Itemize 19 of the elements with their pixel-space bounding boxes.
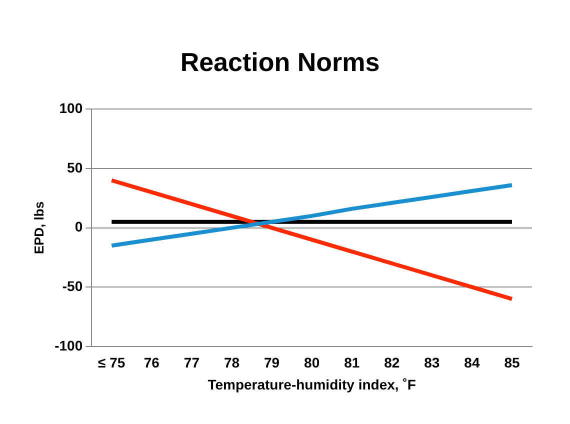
x-tick-label: 77 <box>184 354 200 371</box>
y-axis-title: EPD, lbs <box>31 201 46 254</box>
x-tick-label: 81 <box>344 354 360 371</box>
y-tick-label: -50 <box>62 278 83 294</box>
x-axis-title: Temperature-humidity index, ˚F <box>208 376 416 392</box>
x-tick-label: ≤ 75 <box>98 354 126 371</box>
y-tick-label: -100 <box>54 337 83 354</box>
y-tick-label: 100 <box>59 100 83 116</box>
x-tick-label: 82 <box>384 354 400 371</box>
x-tick-label: 83 <box>424 354 440 371</box>
y-tick-label: 50 <box>67 159 83 176</box>
chart-title: Reaction Norms <box>180 46 380 77</box>
x-tick-label: 80 <box>304 354 320 371</box>
x-tick-label: 85 <box>504 354 520 371</box>
x-tick-label: 84 <box>464 354 480 371</box>
x-tick-label: 79 <box>264 354 280 371</box>
y-tick-label: 0 <box>74 218 83 235</box>
x-tick-label: 78 <box>224 354 240 371</box>
x-tick-label: 76 <box>144 354 160 371</box>
